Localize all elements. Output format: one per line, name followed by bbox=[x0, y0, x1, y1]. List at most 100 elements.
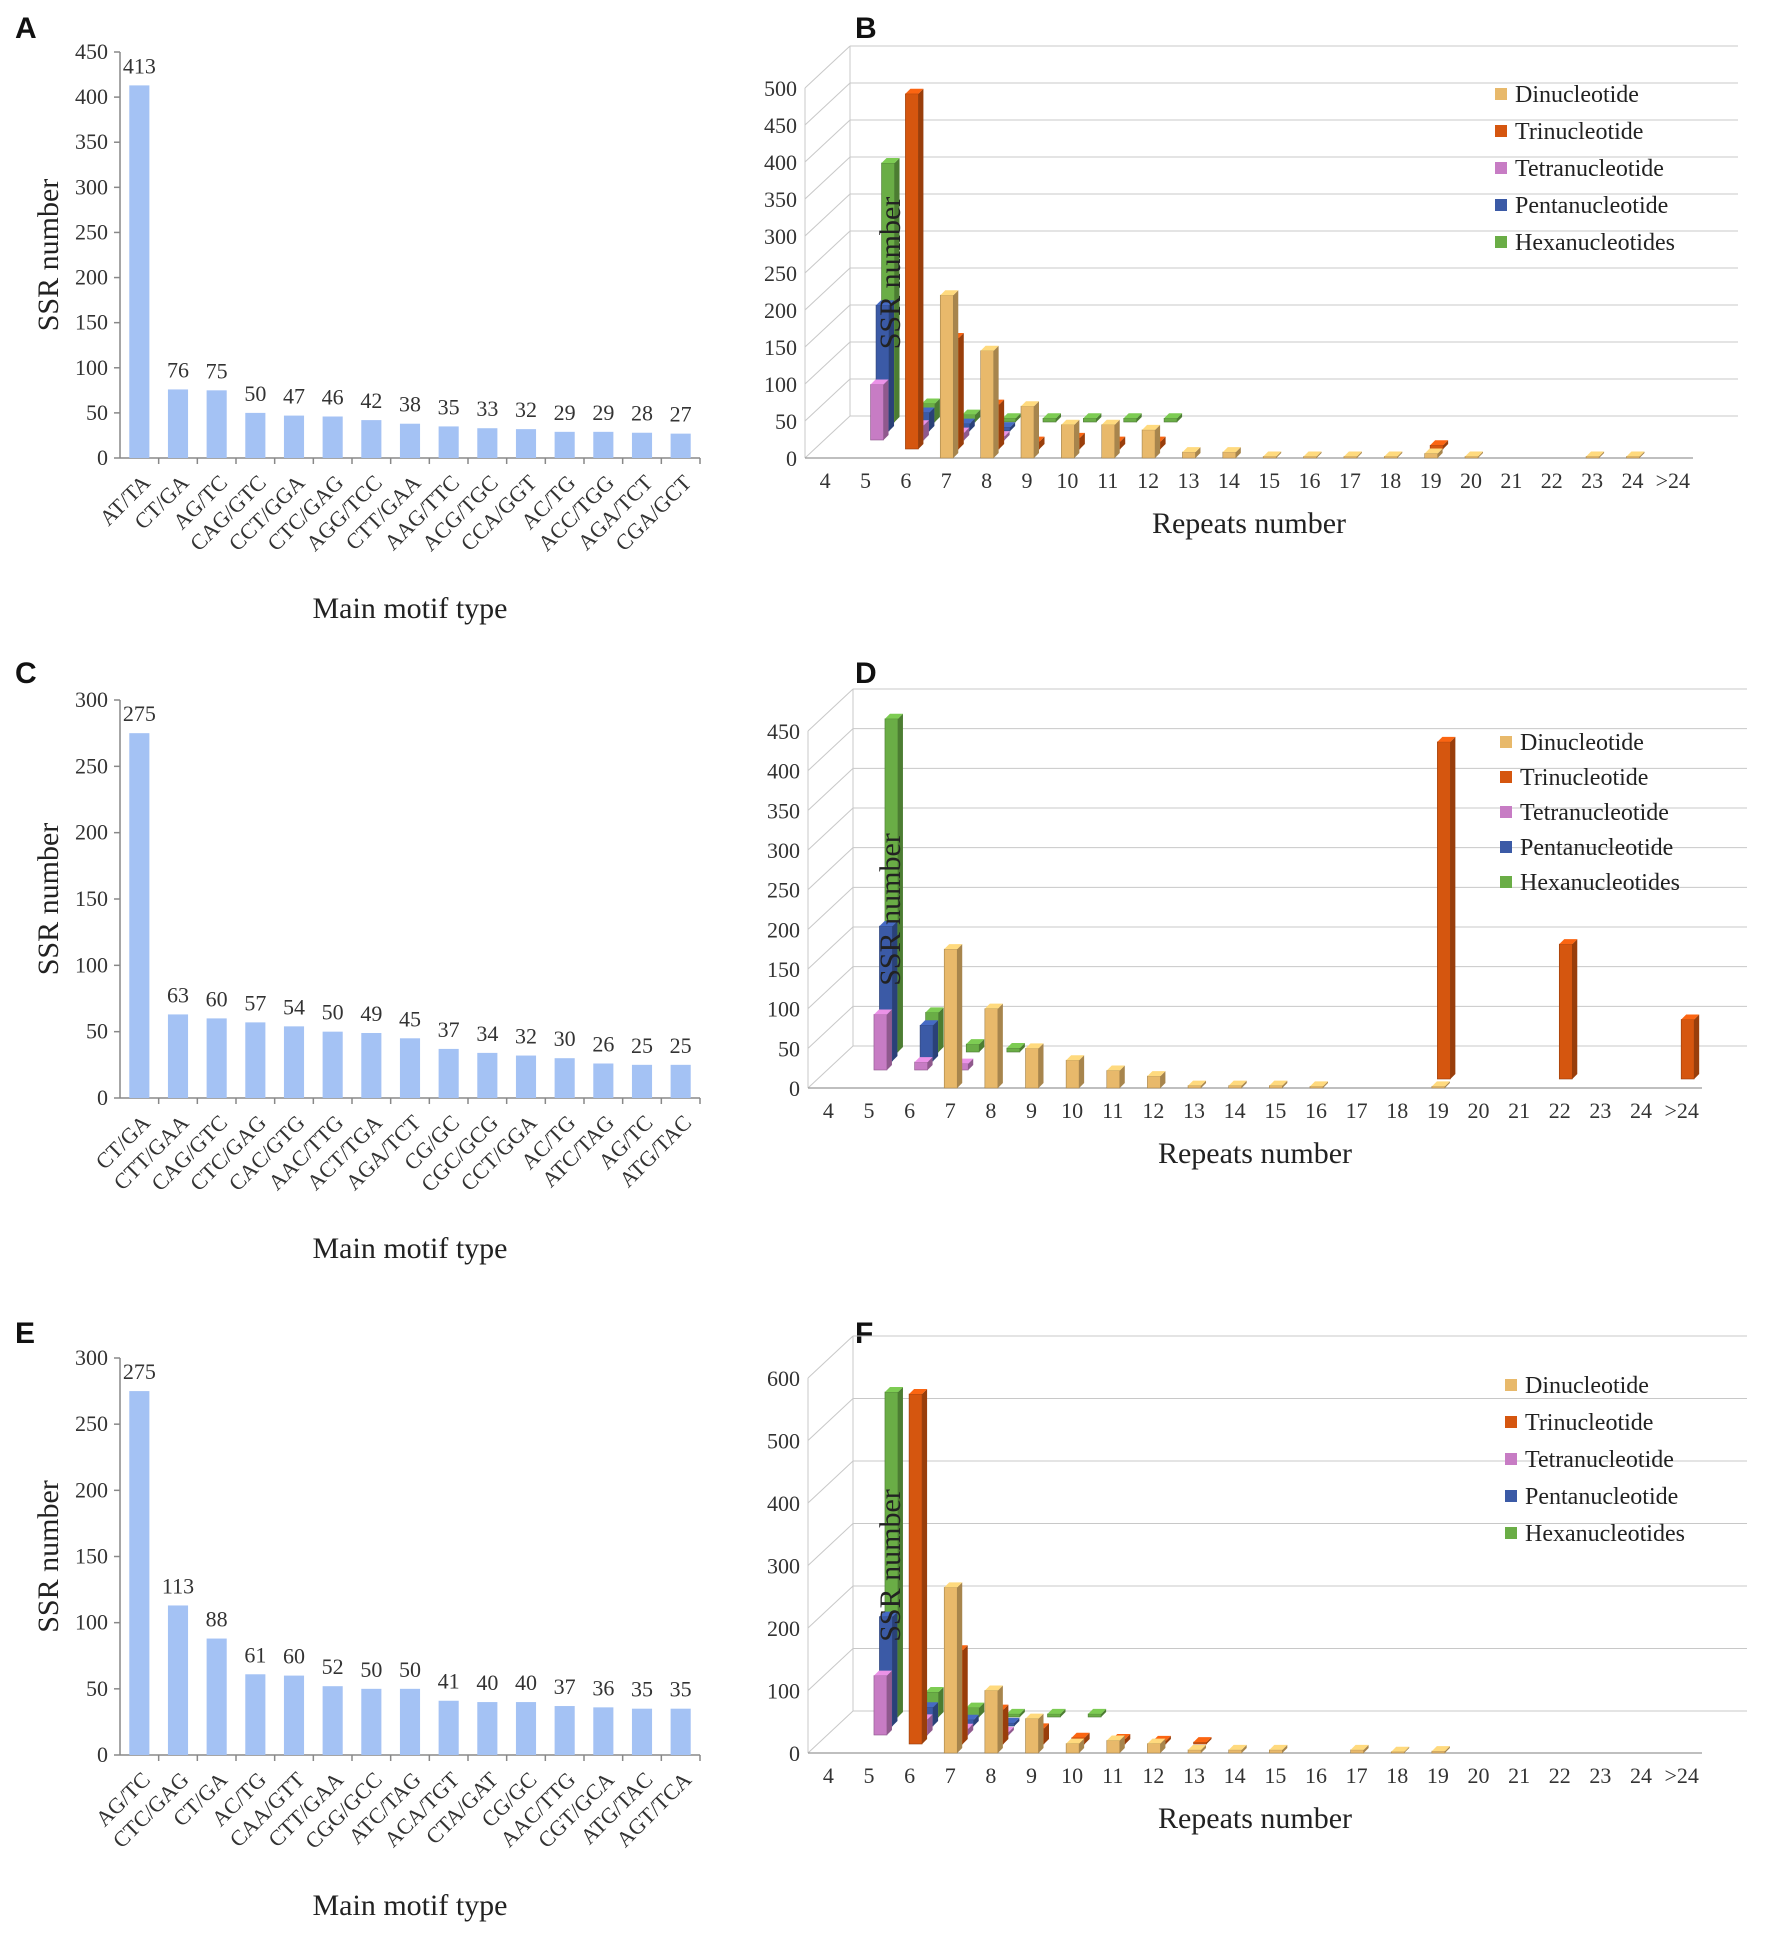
bar-value-label: 50 bbox=[244, 381, 266, 406]
y-tick-label: 150 bbox=[75, 310, 108, 335]
bar bbox=[515, 429, 537, 458]
bar-dinucleotide bbox=[1025, 1048, 1039, 1089]
bar-value-label: 76 bbox=[167, 357, 189, 382]
bar-top bbox=[1021, 401, 1039, 407]
bar-side bbox=[1282, 1080, 1288, 1088]
bar-side bbox=[886, 1009, 892, 1070]
bar-top bbox=[1681, 1014, 1700, 1020]
bar-value-label: 40 bbox=[476, 1670, 498, 1695]
y-tick-label: 100 bbox=[75, 1610, 108, 1635]
bar-value-label: 47 bbox=[283, 384, 305, 409]
bar-top bbox=[1437, 736, 1456, 742]
y-axis-title: SSR number bbox=[32, 1480, 65, 1633]
bar-value-label: 413 bbox=[123, 53, 156, 78]
bar bbox=[399, 1038, 421, 1098]
bar-side bbox=[918, 88, 924, 450]
bar-side bbox=[1316, 451, 1322, 458]
bar bbox=[631, 1708, 653, 1755]
x-axis-title: Main motif type bbox=[313, 592, 508, 625]
bar-side bbox=[897, 713, 903, 1052]
x-tick-label: 16 bbox=[1305, 1763, 1327, 1788]
bar-side bbox=[1034, 401, 1039, 458]
x-tick-label: 8 bbox=[981, 468, 992, 493]
bar-value-label: 28 bbox=[631, 401, 653, 426]
y-tick-label: 150 bbox=[75, 886, 108, 911]
bar-side bbox=[962, 1645, 968, 1744]
bar-top bbox=[940, 290, 959, 296]
bar-top bbox=[1424, 448, 1443, 454]
bar-top bbox=[870, 379, 889, 385]
bar bbox=[322, 1031, 343, 1098]
y-tick-label: 450 bbox=[767, 719, 800, 744]
panel-label: E bbox=[15, 1317, 35, 1350]
bar-top bbox=[879, 1611, 898, 1617]
bar-side bbox=[958, 333, 964, 449]
bar-top bbox=[1431, 1081, 1450, 1087]
bar-top bbox=[1043, 413, 1061, 419]
x-tick-label: 18 bbox=[1379, 468, 1401, 493]
bar bbox=[245, 1674, 266, 1755]
bar bbox=[399, 423, 421, 458]
bar-dinucleotide bbox=[1061, 424, 1075, 459]
y-tick-label: 150 bbox=[764, 335, 797, 360]
bar-side bbox=[1195, 447, 1201, 458]
bar-top bbox=[966, 1039, 985, 1045]
bar-tetranucleotide bbox=[873, 1014, 888, 1071]
y-tick-label: 300 bbox=[764, 224, 797, 249]
bar-value-label: 275 bbox=[123, 1359, 156, 1384]
x-tick-label: 7 bbox=[945, 1098, 956, 1123]
bar bbox=[361, 1032, 382, 1098]
bar-side bbox=[1206, 1737, 1212, 1744]
x-tick-label: 5 bbox=[863, 1763, 874, 1788]
bar-value-label: 30 bbox=[554, 1026, 576, 1051]
bar bbox=[554, 1706, 575, 1755]
x-tick-label: 16 bbox=[1299, 468, 1321, 493]
y-tick-label: 50 bbox=[778, 1036, 800, 1061]
x-tick-label: 10 bbox=[1061, 1098, 1083, 1123]
x-tick-label: 17 bbox=[1339, 468, 1361, 493]
bar-top bbox=[966, 1702, 985, 1708]
bar-top bbox=[914, 1057, 933, 1063]
gridline-side bbox=[807, 966, 854, 1010]
bar-dinucleotide bbox=[939, 294, 954, 459]
x-tick-label: 6 bbox=[900, 468, 911, 493]
bar-dinucleotide bbox=[1262, 456, 1277, 459]
y-tick-label: 300 bbox=[75, 1345, 108, 1370]
y-tick-label: 350 bbox=[764, 187, 797, 212]
y-tick-label: 50 bbox=[775, 409, 797, 434]
bar-top bbox=[1269, 1744, 1288, 1750]
bar-value-label: 49 bbox=[360, 1001, 382, 1026]
y-tick-label: 500 bbox=[764, 76, 797, 101]
x-axis-title: Main motif type bbox=[313, 1889, 508, 1922]
bar-side bbox=[1125, 1734, 1131, 1744]
y-tick-label: 0 bbox=[786, 446, 797, 471]
bar-value-label: 61 bbox=[244, 1642, 266, 1667]
y-tick-label: 400 bbox=[75, 84, 108, 109]
bar-side bbox=[1201, 1744, 1207, 1753]
legend-label: Pentanucleotide bbox=[1525, 1484, 1678, 1510]
bar-dinucleotide bbox=[1065, 1059, 1080, 1089]
bar-top bbox=[1269, 1080, 1288, 1086]
bar bbox=[438, 1048, 459, 1098]
panel-label: F bbox=[855, 1317, 873, 1350]
bar-top bbox=[1006, 1708, 1025, 1714]
x-tick-label: 12 bbox=[1137, 468, 1159, 493]
bar-top bbox=[925, 1687, 944, 1692]
bar-top bbox=[1147, 1071, 1166, 1077]
legend-label: Tetranucleotide bbox=[1515, 156, 1664, 182]
bar-side bbox=[1404, 1746, 1410, 1753]
y-tick-label: 100 bbox=[764, 372, 797, 397]
x-tick-label: 19 bbox=[1427, 1098, 1449, 1123]
bar-top bbox=[1025, 1713, 1044, 1719]
x-tick-label: 4 bbox=[823, 1763, 834, 1788]
bar-side bbox=[1155, 424, 1161, 458]
bar-top bbox=[1002, 413, 1021, 419]
bar-dinucleotide bbox=[1585, 456, 1600, 459]
bar bbox=[670, 433, 691, 458]
bar-top bbox=[879, 921, 898, 927]
bar-top bbox=[1182, 447, 1201, 453]
bar-dinucleotide bbox=[984, 1690, 999, 1754]
bar-top bbox=[1303, 451, 1322, 457]
y-tick-label: 200 bbox=[75, 820, 108, 845]
bar-dinucleotide bbox=[1431, 1750, 1446, 1754]
